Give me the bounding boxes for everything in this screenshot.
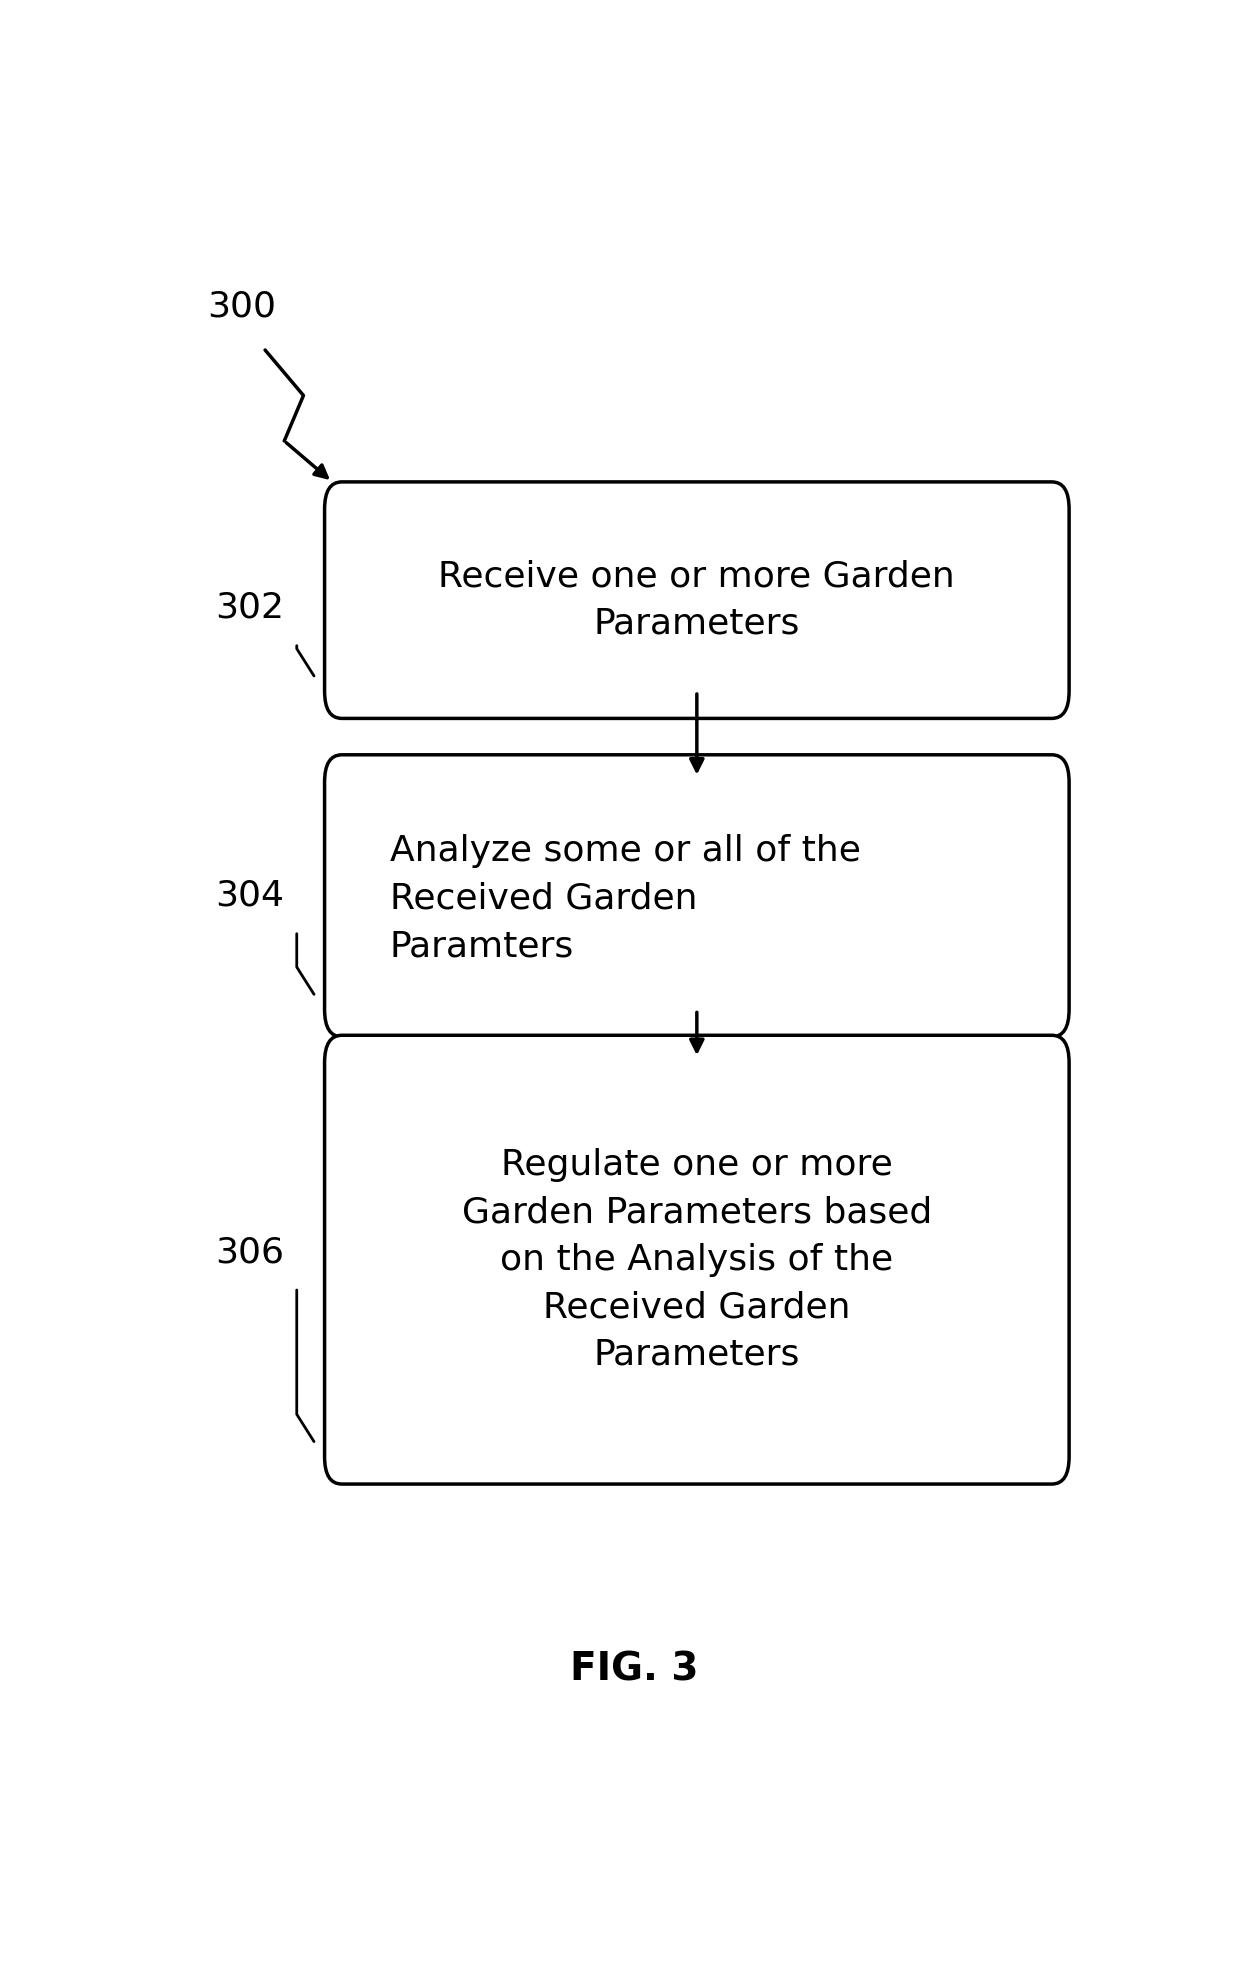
Text: 306: 306 — [215, 1235, 285, 1270]
Text: 300: 300 — [208, 289, 276, 323]
Text: Receive one or more Garden
Parameters: Receive one or more Garden Parameters — [438, 559, 956, 640]
Text: Regulate one or more
Garden Parameters based
on the Analysis of the
Received Gar: Regulate one or more Garden Parameters b… — [462, 1148, 932, 1372]
FancyBboxPatch shape — [324, 482, 1070, 719]
Text: 304: 304 — [215, 878, 285, 914]
FancyBboxPatch shape — [324, 754, 1070, 1038]
Text: Analyze some or all of the
Received Garden
Paramters: Analyze some or all of the Received Gard… — [390, 835, 860, 963]
Text: FIG. 3: FIG. 3 — [571, 1650, 698, 1687]
Text: 302: 302 — [215, 591, 285, 624]
FancyBboxPatch shape — [324, 1036, 1070, 1485]
